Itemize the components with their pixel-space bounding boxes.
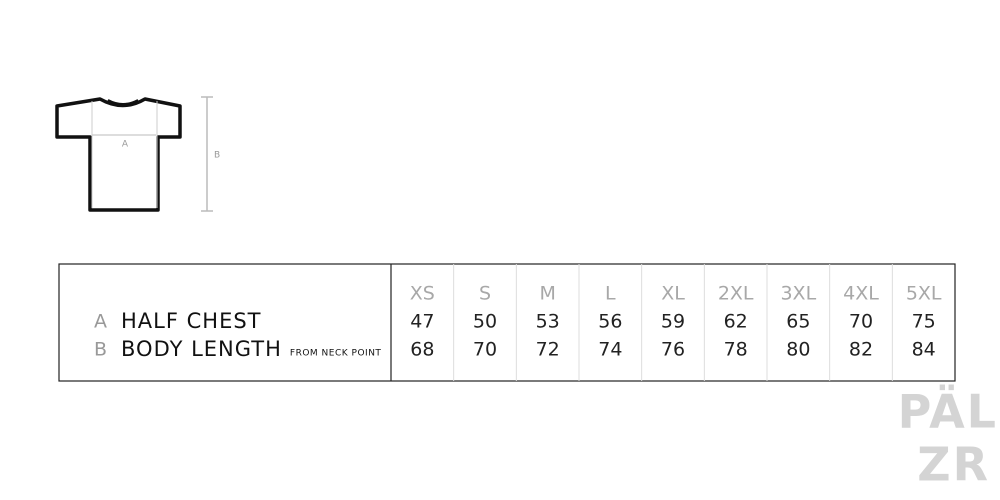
size-header: XS [410,283,435,305]
cell-value: 62 [724,311,748,333]
size-header: M [539,283,555,305]
cell-value: 68 [410,339,434,361]
size-table: XS S M L XL 2XL 3XL 4XL 5XL A HALF CHEST 47 50 53 56 59… [58,263,956,382]
cell-value: 72 [536,339,560,361]
watermark-line1: PÄL [898,385,998,439]
row-label: BODY LENGTH [121,337,282,361]
tshirt-diagram: A B [55,96,220,212]
tshirt-outline [55,97,182,212]
cell-value: 70 [473,339,497,361]
size-header: XL [661,283,685,305]
label-b: B [214,151,220,161]
watermark-line2: ZR [917,438,990,492]
cell-value: 50 [473,311,497,333]
size-header: 4XL [843,283,879,305]
cell-value: 80 [786,339,810,361]
size-header: 2XL [718,283,754,305]
size-header: S [479,283,491,305]
row-label: HALF CHEST [121,309,262,333]
row-note: FROM NECK POINT [290,349,382,359]
collar [107,99,139,105]
size-header: 3XL [780,283,816,305]
cell-value: 59 [661,311,685,333]
size-header: 5XL [906,283,942,305]
label-a: A [122,140,129,150]
cell-value: 74 [598,339,622,361]
cell-value: 76 [661,339,685,361]
cell-value: 65 [786,311,810,333]
cell-value: 78 [724,339,748,361]
row-letter: B [94,339,107,361]
cell-value: 56 [598,311,622,333]
cell-value: 47 [410,311,434,333]
cell-value: 53 [536,311,560,333]
cell-value: 84 [912,339,936,361]
cell-value: 75 [912,311,936,333]
table-border [58,263,956,382]
row-letter: A [94,311,107,333]
cell-value: 70 [849,311,873,333]
size-header: L [605,283,616,305]
cell-value: 82 [849,339,873,361]
